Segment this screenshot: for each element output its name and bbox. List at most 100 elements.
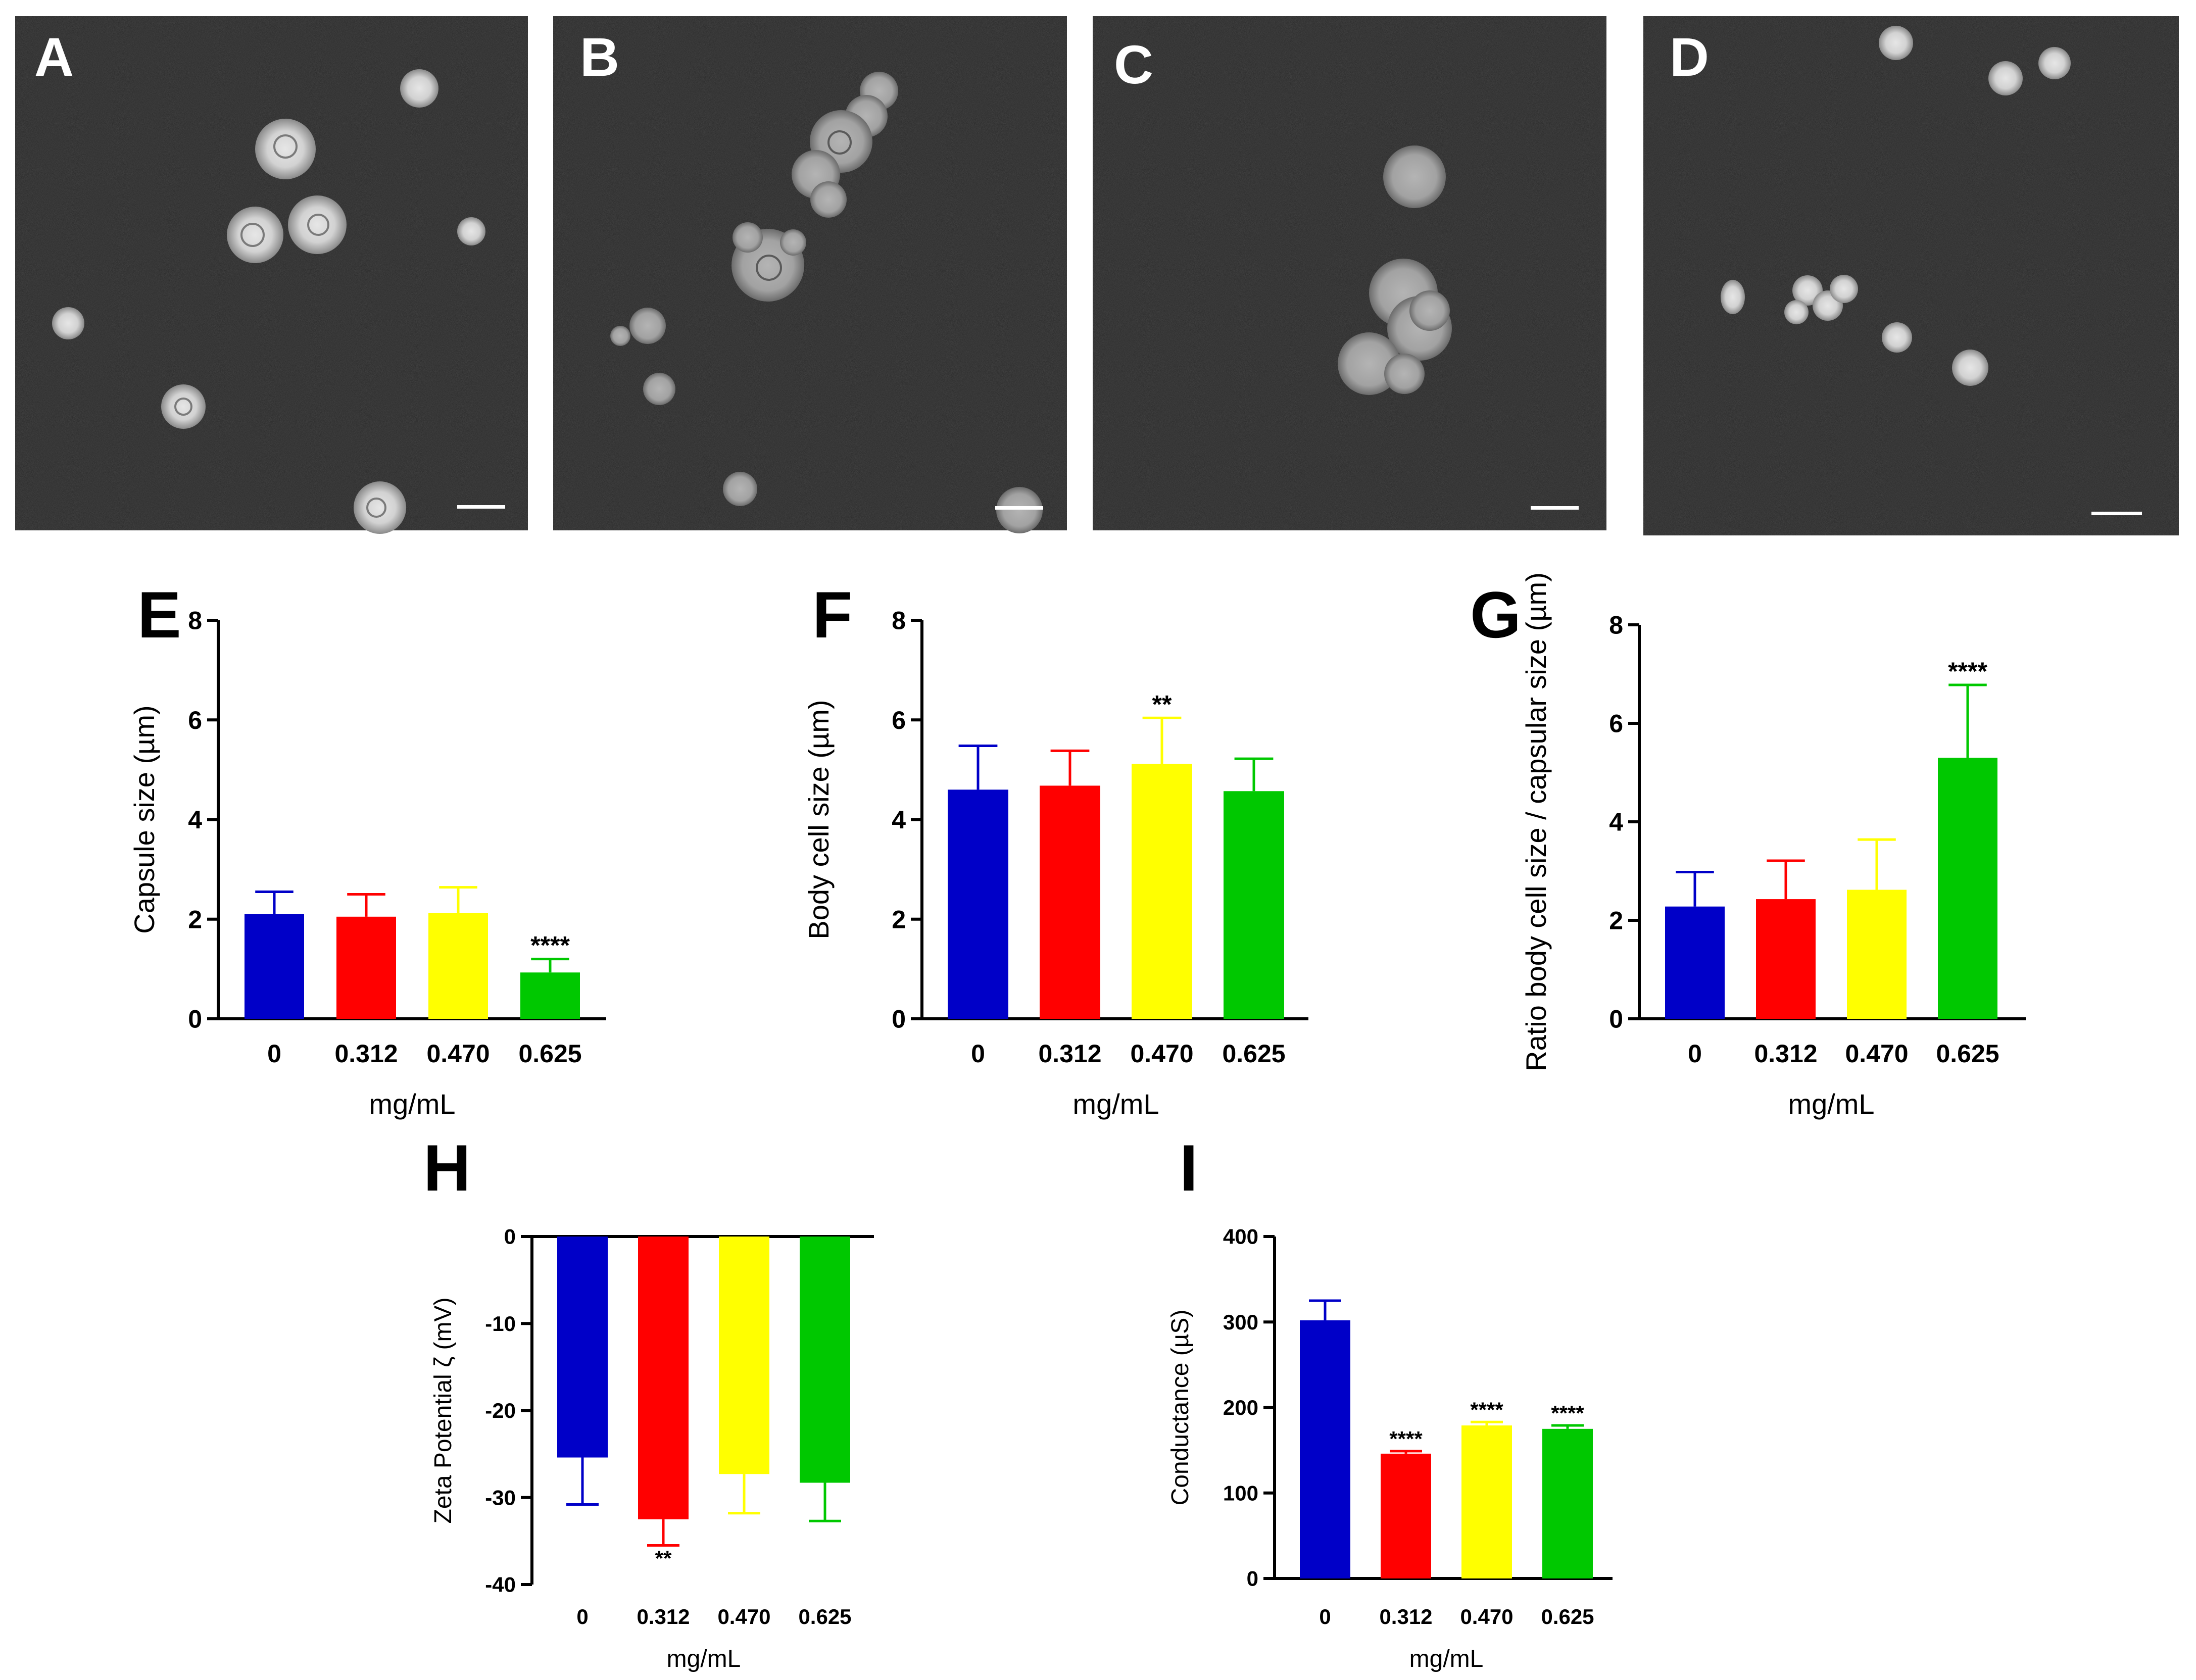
panel-label-h: H xyxy=(423,1131,471,1205)
bar xyxy=(1381,1453,1431,1578)
significance-label: **** xyxy=(1389,1427,1423,1451)
micrograph-c: C xyxy=(1093,16,1606,530)
panel-label-c: C xyxy=(1114,34,1153,95)
bar xyxy=(1132,764,1192,1019)
bar xyxy=(800,1237,850,1483)
significance-label: ** xyxy=(1152,690,1172,718)
x-tick-label: 0 xyxy=(267,1040,281,1068)
bar xyxy=(1542,1428,1593,1578)
x-tick-label: 0.312 xyxy=(1379,1605,1432,1628)
chart-capsule-size: 0 2 4 6 8 0 0.312 0.470 0.625 **** mg/mL Capsule si… xyxy=(128,607,606,1120)
bar xyxy=(520,972,580,1019)
x-axis-title: mg/mL xyxy=(667,1646,741,1672)
panel-label-b: B xyxy=(580,26,619,87)
panel-label-f: F xyxy=(812,578,852,652)
y-axis-title: Zeta Potential ζ (mV) xyxy=(430,1298,457,1524)
x-tick-label: 0.470 xyxy=(1460,1605,1513,1628)
bar xyxy=(557,1237,608,1458)
scale-bar xyxy=(995,506,1043,510)
chart-conductance: 0 100 200 300 400 0 0.312 **** 0.470 **** 0.625 ***… xyxy=(1167,1225,1613,1672)
bar xyxy=(428,913,488,1019)
y-tick-label: 4 xyxy=(892,806,906,834)
yeast-cells xyxy=(52,69,485,534)
x-tick-label: 0.470 xyxy=(1845,1040,1908,1068)
x-tick-label: 0 xyxy=(576,1605,588,1628)
x-axis-title: mg/mL xyxy=(1409,1646,1484,1672)
y-axis-title: Capsule size (µm) xyxy=(128,705,160,933)
x-tick-label: 0 xyxy=(1319,1605,1331,1628)
y-tick-label: -40 xyxy=(485,1573,516,1597)
y-tick-label: 2 xyxy=(892,905,906,933)
y-tick-label: 8 xyxy=(188,607,202,635)
y-tick-label: 200 xyxy=(1223,1396,1258,1419)
y-tick-label: -30 xyxy=(485,1486,516,1509)
bar xyxy=(948,789,1008,1019)
x-tick-label: 0.470 xyxy=(1130,1040,1193,1068)
y-tick-label: 6 xyxy=(892,706,906,734)
y-axis-title: Conductance (µS) xyxy=(1167,1310,1194,1506)
panel-label-d: D xyxy=(1670,26,1709,87)
scale-bar xyxy=(1531,506,1579,510)
scale-bar xyxy=(2091,512,2142,515)
bar xyxy=(1665,906,1725,1019)
x-tick-label: 0.625 xyxy=(1936,1040,1999,1068)
x-axis-title: mg/mL xyxy=(1788,1088,1874,1120)
y-axis-title: Ratio body cell size / capsular size (µm… xyxy=(1520,572,1552,1071)
x-axis-title: mg/mL xyxy=(1072,1088,1159,1120)
panel-label-a: A xyxy=(34,26,74,87)
y-tick-label: 6 xyxy=(188,706,202,734)
yeast-cells xyxy=(610,72,1043,533)
scale-bar xyxy=(457,505,505,509)
x-tick-label: 0 xyxy=(971,1040,985,1068)
x-tick-label: 0.312 xyxy=(1754,1040,1817,1068)
micrograph-a: A xyxy=(15,16,528,534)
y-tick-label: 2 xyxy=(188,905,202,933)
y-tick-label: 300 xyxy=(1223,1310,1258,1334)
y-tick-label: 100 xyxy=(1223,1481,1258,1505)
x-tick-label: 0.312 xyxy=(1038,1040,1101,1068)
y-tick-label: 400 xyxy=(1223,1225,1258,1249)
significance-label: **** xyxy=(530,931,570,960)
y-tick-label: 8 xyxy=(1609,611,1623,639)
bar xyxy=(1224,791,1284,1019)
y-tick-label: 4 xyxy=(1609,808,1623,836)
panel-label-e: E xyxy=(137,578,181,652)
bar xyxy=(1300,1320,1350,1578)
bar xyxy=(719,1237,769,1474)
bar xyxy=(1040,785,1100,1019)
y-tick-label: 0 xyxy=(188,1005,202,1033)
x-tick-label: 0.312 xyxy=(637,1605,690,1628)
yeast-cells xyxy=(1721,26,2071,386)
panel-label-i: I xyxy=(1180,1131,1198,1205)
significance-label: **** xyxy=(1948,657,1987,685)
x-axis-title: mg/mL xyxy=(369,1088,455,1120)
x-tick-label: 0.625 xyxy=(798,1605,851,1628)
chart-size-ratio: 0 2 4 6 8 0 0.312 0.470 0.625 **** mg/mL Ratio body… xyxy=(1520,572,2026,1120)
x-tick-label: 0.625 xyxy=(518,1040,581,1068)
x-tick-label: 0.470 xyxy=(717,1605,770,1628)
bar xyxy=(1461,1425,1512,1578)
y-tick-label: 0 xyxy=(1247,1567,1258,1591)
y-tick-label: 8 xyxy=(892,607,906,635)
bar xyxy=(638,1237,689,1519)
significance-label: **** xyxy=(1551,1401,1584,1425)
bar xyxy=(245,914,304,1019)
significance-label: ** xyxy=(655,1546,672,1570)
bar xyxy=(1938,758,1997,1019)
y-tick-label: 0 xyxy=(504,1225,516,1249)
chart-body-cell-size: 0 2 4 6 8 0 0.312 0.470 ** 0.625 mg/mL Body cell si… xyxy=(803,607,1308,1120)
significance-label: **** xyxy=(1470,1398,1503,1421)
bar xyxy=(336,916,396,1019)
panel-label-g: G xyxy=(1470,578,1521,652)
y-tick-label: 2 xyxy=(1609,907,1623,935)
micrograph-d: D xyxy=(1643,16,2179,535)
x-tick-label: 0.312 xyxy=(334,1040,398,1068)
y-tick-label: 0 xyxy=(892,1005,906,1033)
micrograph-b: B xyxy=(553,16,1067,533)
y-axis-title: Body cell size (µm) xyxy=(803,700,835,939)
y-tick-label: -10 xyxy=(485,1312,516,1336)
y-tick-label: 0 xyxy=(1609,1005,1623,1033)
y-tick-label: 4 xyxy=(188,806,202,834)
yeast-cells xyxy=(1338,145,1452,395)
